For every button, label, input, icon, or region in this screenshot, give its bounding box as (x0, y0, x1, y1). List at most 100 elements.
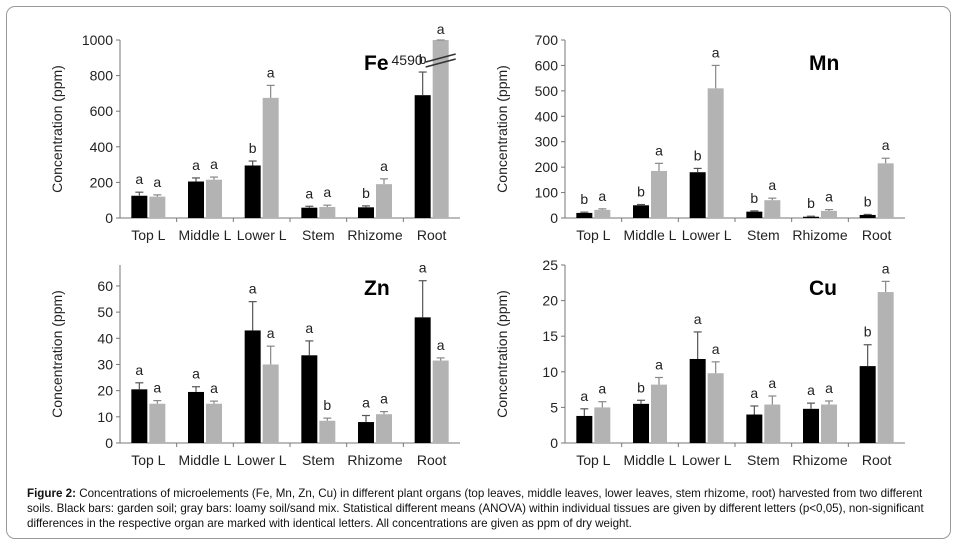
bar (821, 404, 837, 443)
x-tick-label: Rhizome (347, 452, 402, 468)
y-tick-label: 300 (535, 134, 559, 150)
y-tick-label: 40 (97, 330, 113, 346)
bar (244, 330, 261, 443)
bar (633, 205, 649, 218)
x-tick-label: Stem (302, 452, 335, 468)
significance-letter: a (825, 380, 833, 396)
significance-letter: b (637, 184, 645, 200)
significance-letter: a (712, 341, 720, 357)
significance-letter: b (580, 191, 588, 207)
bar (821, 210, 837, 218)
significance-letter: a (153, 380, 161, 396)
significance-letter: a (380, 158, 388, 174)
y-tick-label: 10 (542, 364, 558, 380)
x-tick-label: Lower L (237, 227, 287, 243)
bar (432, 40, 449, 218)
significance-letter: a (192, 157, 200, 173)
bar (803, 408, 819, 443)
bar (746, 414, 763, 443)
bar (149, 403, 166, 443)
bar (131, 195, 148, 218)
significance-letter: a (153, 174, 161, 190)
figure-frame (6, 6, 951, 539)
x-tick-label: Stem (747, 227, 780, 243)
chart-mn: Concentration (ppm) 0 100 200 300 400 500 600 70… (494, 32, 905, 243)
y-tick-label: 20 (97, 383, 113, 399)
x-tick-label: Lower L (237, 452, 287, 468)
significance-letter: a (768, 177, 776, 193)
significance-letter: a (362, 395, 370, 411)
bar (301, 207, 318, 218)
chart-title: Zn (364, 277, 390, 300)
figure-caption: Figure 2: Concentrations of microelement… (27, 486, 932, 531)
bar (859, 214, 876, 218)
x-tick-label: Rhizome (347, 227, 402, 243)
bar (244, 165, 261, 218)
bar (376, 414, 392, 443)
significance-letter: a (210, 380, 218, 396)
significance-letter: a (192, 366, 200, 382)
bar (149, 196, 166, 218)
significance-letter: a (305, 185, 313, 201)
significance-letter: a (807, 382, 815, 398)
off-scale-value-label: 4590 (392, 52, 423, 68)
significance-letter: a (437, 21, 445, 37)
significance-letter: a (135, 362, 143, 378)
bar (188, 391, 204, 443)
significance-letter: b (807, 195, 815, 211)
significance-letter: a (598, 381, 606, 397)
y-tick-label: 800 (90, 68, 114, 84)
caption-text: Concentrations of microelements (Fe, Mn,… (27, 487, 924, 530)
y-tick-label: 200 (90, 174, 114, 190)
y-axis-label: Concentration (ppm) (494, 290, 510, 418)
bar (131, 389, 148, 443)
bar (358, 422, 374, 443)
x-tick-label: Root (417, 227, 447, 243)
bar (376, 184, 392, 218)
x-tick-label: Top L (576, 227, 610, 243)
chart-cu: Concentration (ppm) 0 5 10 15 20 25 Top L Middle… (494, 257, 905, 468)
chart-fe: Concentration (ppm) 0 200 400 600 800 1000 Top … (49, 21, 460, 243)
bar (301, 355, 318, 443)
x-tick-label: Stem (747, 452, 780, 468)
significance-letter: b (864, 193, 872, 209)
y-axis-label: Concentration (ppm) (49, 65, 65, 193)
x-tick-label: Middle L (624, 227, 677, 243)
bar (576, 415, 593, 443)
bar (432, 360, 449, 443)
significance-letter: a (750, 385, 758, 401)
significance-letter: a (768, 375, 776, 391)
significance-letter: b (249, 140, 257, 156)
axis-break-mark (425, 53, 456, 63)
bar (689, 172, 706, 218)
x-tick-label: Top L (131, 452, 165, 468)
significance-letter: b (637, 379, 645, 395)
bar (206, 403, 222, 443)
bar (746, 211, 763, 218)
significance-letter: a (882, 137, 890, 153)
chart-title: Mn (809, 52, 839, 75)
x-tick-label: Lower L (682, 227, 732, 243)
bar (594, 209, 611, 218)
y-tick-label: 50 (97, 304, 113, 320)
y-tick-label: 30 (97, 356, 113, 372)
y-tick-label: 600 (90, 103, 114, 119)
x-tick-label: Top L (131, 227, 165, 243)
y-tick-label: 600 (535, 57, 559, 73)
chart-title: Cu (809, 277, 837, 300)
y-tick-label: 500 (535, 83, 559, 99)
y-axis-label: Concentration (ppm) (49, 290, 65, 418)
x-tick-label: Root (417, 452, 447, 468)
significance-letter: a (210, 156, 218, 172)
x-tick-label: Stem (302, 227, 335, 243)
bar (319, 420, 336, 443)
bar (206, 179, 222, 218)
x-tick-label: Root (862, 452, 892, 468)
bar (576, 212, 593, 218)
significance-letter: a (323, 184, 331, 200)
y-tick-label: 200 (535, 159, 559, 175)
significance-letter: a (655, 356, 663, 372)
bar (414, 95, 431, 218)
significance-letter: a (267, 325, 275, 341)
bar (594, 407, 611, 443)
